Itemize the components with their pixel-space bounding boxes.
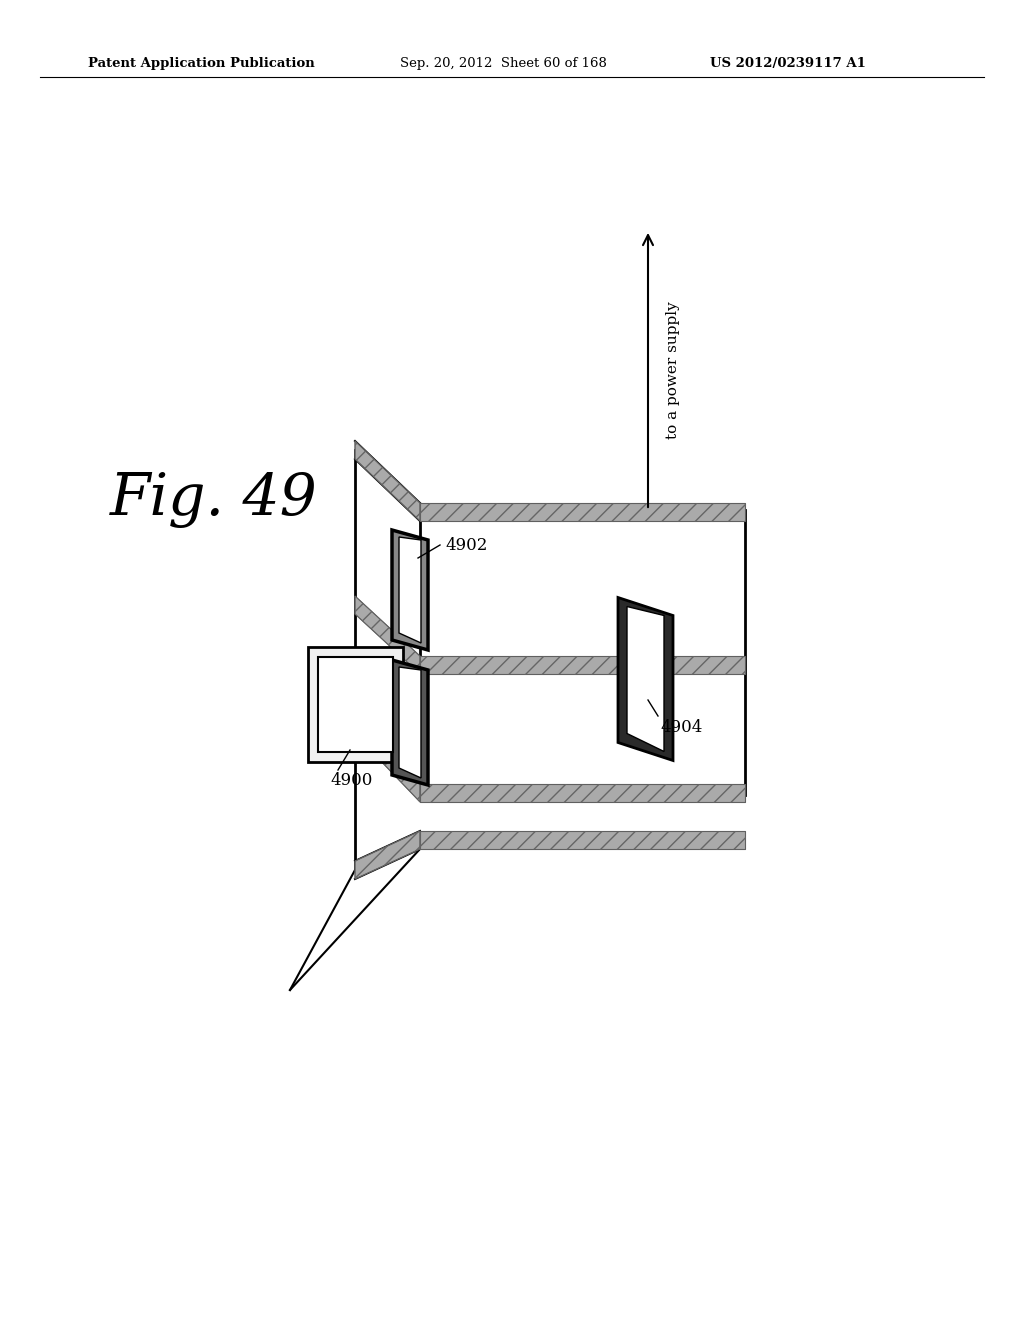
Bar — [420, 656, 745, 675]
Polygon shape — [355, 441, 420, 521]
Bar — [318, 657, 393, 752]
Text: US 2012/0239117 A1: US 2012/0239117 A1 — [710, 57, 866, 70]
Bar — [308, 647, 403, 762]
Text: Sep. 20, 2012  Sheet 60 of 168: Sep. 20, 2012 Sheet 60 of 168 — [400, 57, 607, 70]
Bar — [420, 832, 745, 849]
Bar — [420, 503, 745, 521]
Text: Patent Application Publication: Patent Application Publication — [88, 57, 314, 70]
Polygon shape — [355, 832, 420, 879]
Text: to a power supply: to a power supply — [666, 301, 680, 438]
Polygon shape — [355, 715, 420, 803]
Polygon shape — [618, 598, 673, 760]
Polygon shape — [399, 667, 421, 777]
Polygon shape — [392, 660, 428, 785]
Polygon shape — [392, 531, 428, 649]
Polygon shape — [399, 537, 421, 643]
Text: 4904: 4904 — [660, 718, 702, 735]
Bar — [420, 656, 745, 675]
Text: 4900: 4900 — [330, 772, 373, 789]
Bar — [420, 503, 745, 521]
Polygon shape — [627, 606, 664, 751]
Polygon shape — [355, 597, 420, 675]
Text: 4902: 4902 — [445, 536, 487, 553]
Text: Fig. 49: Fig. 49 — [110, 471, 317, 528]
Bar — [420, 832, 745, 849]
Bar — [420, 784, 745, 803]
Bar — [420, 784, 745, 803]
